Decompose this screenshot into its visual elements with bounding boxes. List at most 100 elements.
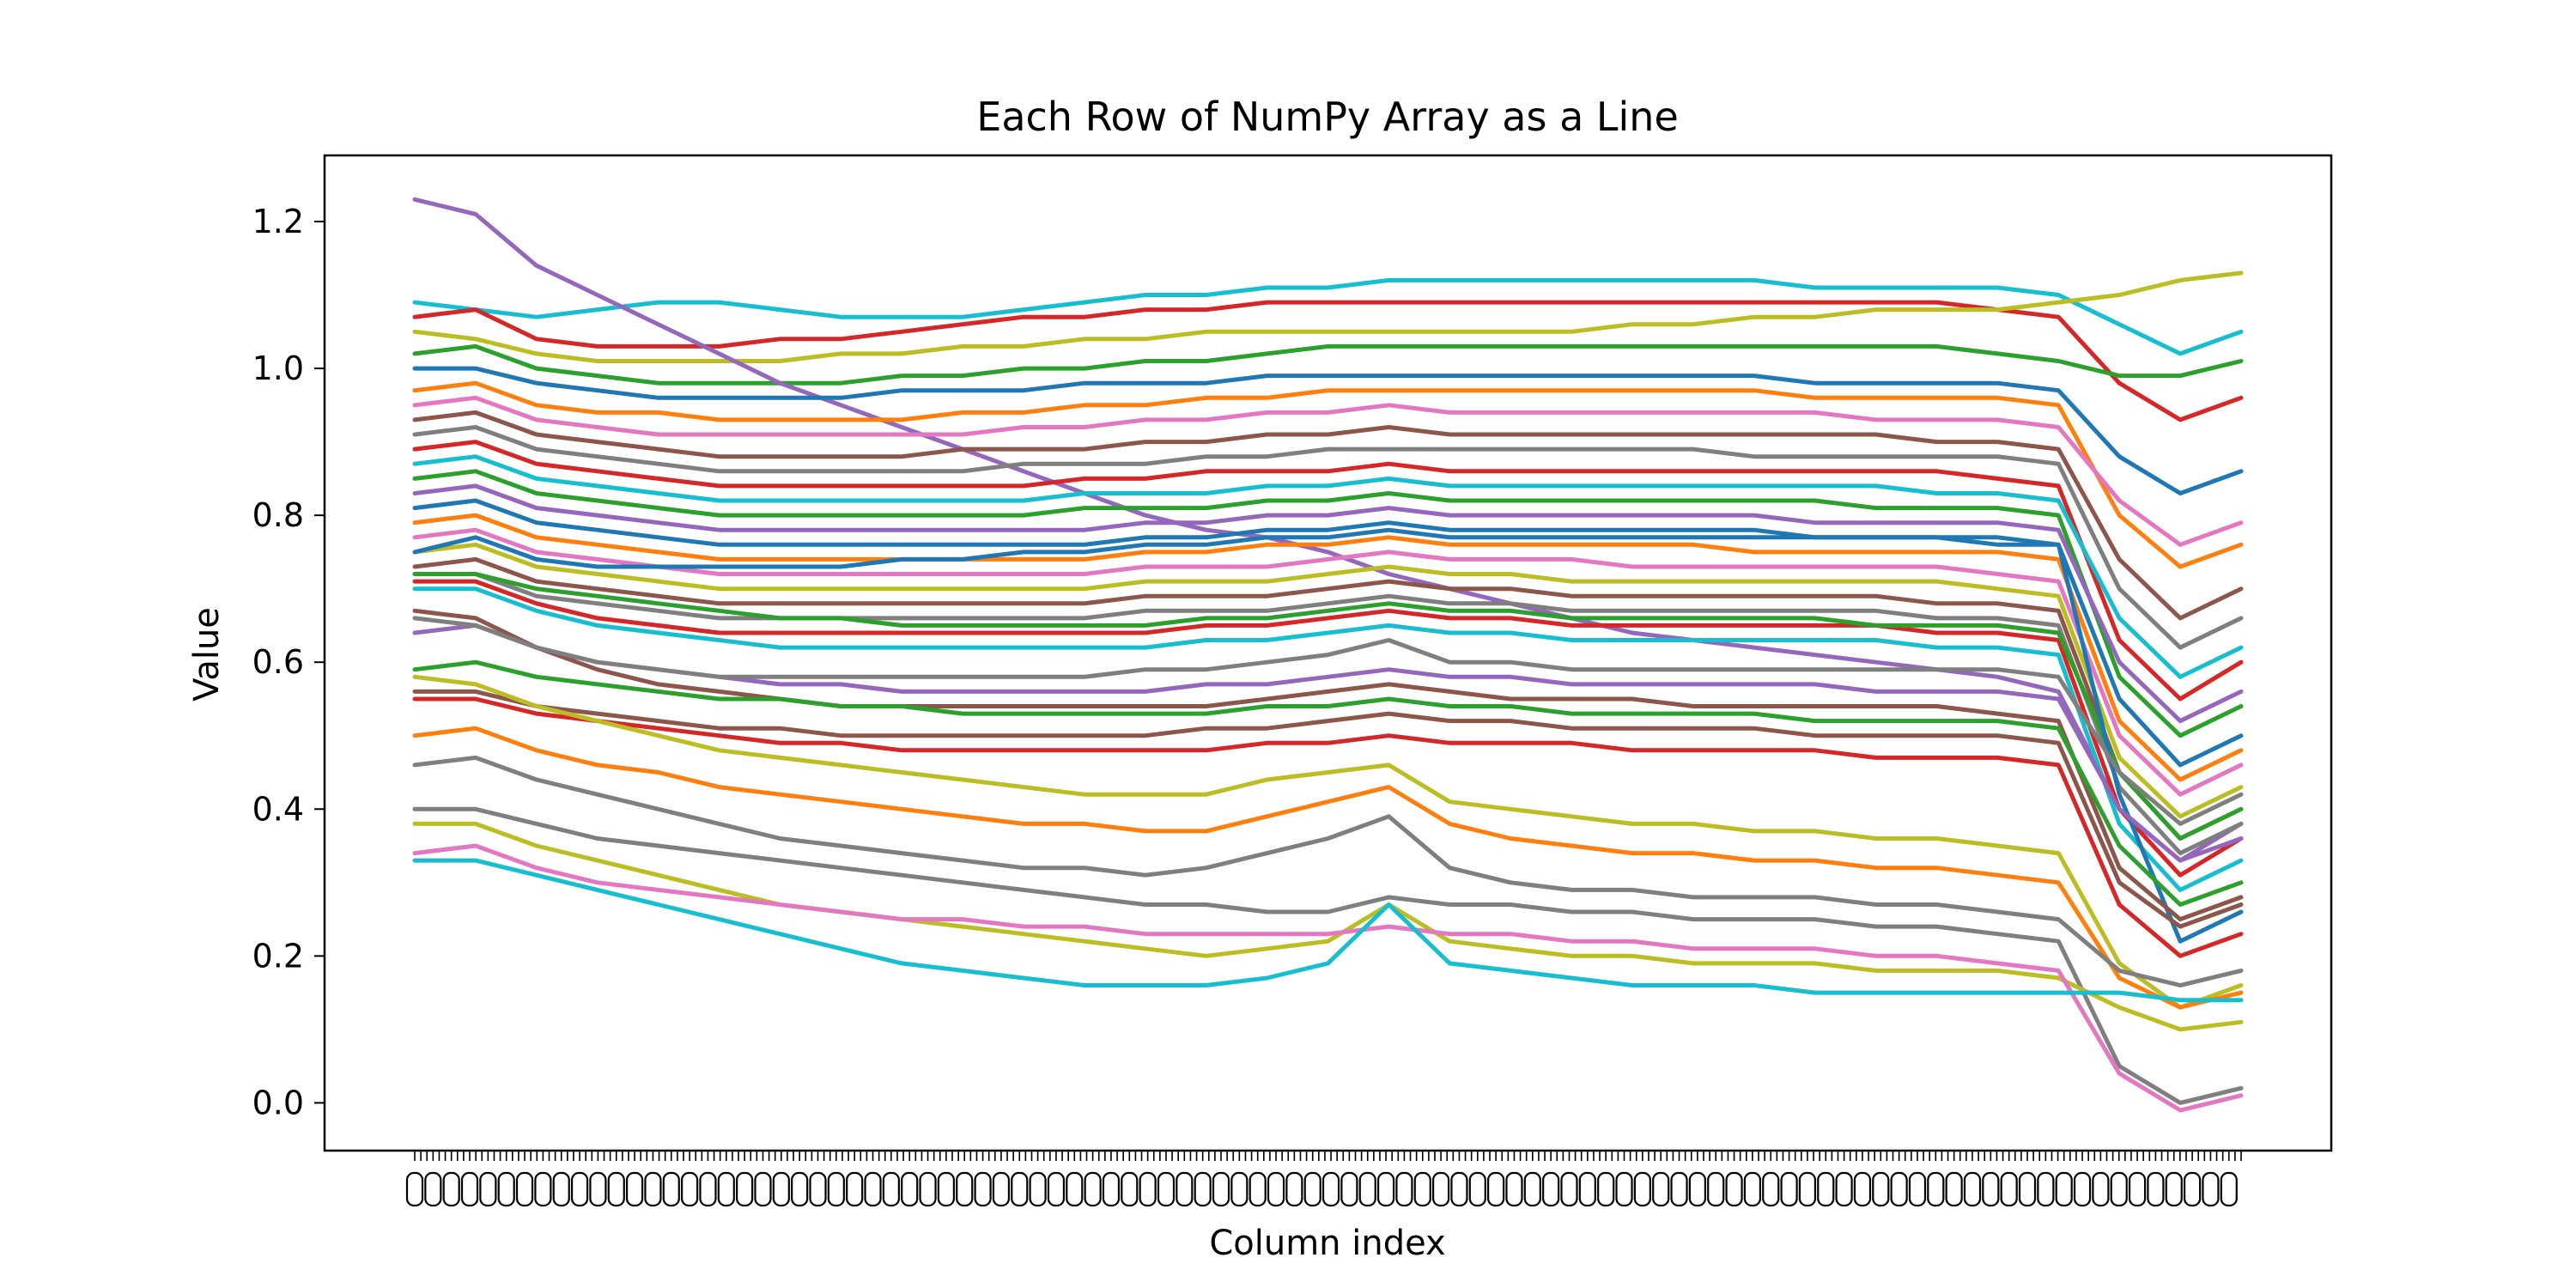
series-line-13 <box>412 483 2244 724</box>
x-tick-label-glyph <box>479 1171 497 1207</box>
series-lines <box>412 197 2244 1113</box>
series-line-35 <box>412 843 2244 1113</box>
x-tick-label-glyph <box>1835 1171 1853 1207</box>
x-tick-label-glyph <box>1139 1171 1157 1207</box>
series-line-26 <box>412 616 2244 826</box>
x-tick-label-glyph <box>662 1171 680 1207</box>
x-tick-label-glyph <box>1798 1171 1817 1207</box>
x-tick-label-glyph <box>1468 1171 1486 1207</box>
x-tick-label-glyph <box>1725 1171 1743 1207</box>
x-tick-label-glyph <box>2128 1171 2147 1207</box>
series-line-27 <box>412 659 2244 907</box>
x-tick-label-glyph <box>1157 1171 1176 1207</box>
x-tick-label-glyph <box>1487 1171 1505 1207</box>
plot-frame <box>323 154 2333 1152</box>
y-tick-label: 0.8 <box>252 496 304 534</box>
y-tick-label: 0.0 <box>252 1084 304 1121</box>
series-line-6 <box>412 380 2244 569</box>
x-tick-label-glyph <box>1450 1171 1468 1207</box>
series-line-12 <box>412 469 2244 738</box>
x-tick-label-glyph <box>919 1171 937 1207</box>
x-axis-title: Column index <box>1209 1224 1445 1263</box>
x-tick-label-glyph <box>681 1171 699 1207</box>
x-tick-label-glyph <box>1707 1171 1725 1207</box>
series-line-11 <box>412 454 2244 679</box>
series-line-8 <box>412 410 2244 621</box>
x-tick-label-glyph <box>1230 1171 1249 1207</box>
series-line-21 <box>412 586 2244 892</box>
x-tick-label-glyph <box>1432 1171 1450 1207</box>
y-tick-label: 0.4 <box>252 790 304 828</box>
series-line-19 <box>412 572 2244 856</box>
series-line-23 <box>412 527 2244 944</box>
x-tick-label-glyph <box>2073 1171 2092 1207</box>
series-line-29 <box>412 696 2244 958</box>
x-tick-label-glyph <box>1982 1171 2000 1207</box>
x-tick-label-glyph <box>1176 1171 1194 1207</box>
series-line-2 <box>412 270 2244 363</box>
x-tick-label-glyph <box>1358 1171 1376 1207</box>
x-tick-label-glyph <box>1688 1171 1706 1207</box>
x-tick-label-glyph <box>1194 1171 1212 1207</box>
x-tick-label-glyph <box>1066 1171 1084 1207</box>
series-line-25 <box>412 608 2244 922</box>
x-tick-label-glyph <box>2202 1171 2220 1207</box>
x-tick-label-glyph <box>1340 1171 1358 1207</box>
series-line-30 <box>412 674 2244 1010</box>
x-tick-label-glyph <box>1578 1171 1596 1207</box>
x-tick-label-glyph <box>791 1171 809 1207</box>
series-line-33 <box>412 806 2244 1105</box>
series-line-20 <box>412 579 2244 878</box>
series-line-28 <box>412 689 2244 929</box>
x-tick-label-glyph <box>2055 1171 2073 1207</box>
x-tick-label-glyph <box>460 1171 479 1207</box>
series-line-34 <box>412 821 2244 1032</box>
x-tick-label-glyph <box>937 1171 955 1207</box>
series-line-5 <box>412 366 2244 495</box>
x-tick-label-glyph <box>1853 1171 1872 1207</box>
y-tick-label: 0.2 <box>252 937 304 975</box>
x-tick-label-glyph <box>570 1171 589 1207</box>
x-tick-label-glyph <box>2092 1171 2110 1207</box>
x-tick-label-glyph <box>1652 1171 1670 1207</box>
x-tick-label-glyph <box>901 1171 919 1207</box>
x-tick-label-glyph <box>772 1171 790 1207</box>
x-tick-label-glyph <box>1212 1171 1230 1207</box>
x-tick-label-glyph <box>1121 1171 1139 1207</box>
x-tick-label-glyph <box>1817 1171 1835 1207</box>
x-tick-label-glyph <box>1413 1171 1431 1207</box>
series-line-7 <box>412 395 2244 547</box>
y-tick-label: 1.0 <box>252 349 304 387</box>
series-line-0 <box>412 277 2244 356</box>
x-tick-label-glyph <box>1633 1171 1651 1207</box>
x-tick-label-glyph <box>1597 1171 1615 1207</box>
series-line-10 <box>412 440 2244 702</box>
x-tick-label-glyph <box>1523 1171 1541 1207</box>
series-line-36 <box>412 858 2244 1003</box>
x-tick-label-glyph <box>1670 1171 1688 1207</box>
x-tick-label-glyph <box>1395 1171 1413 1207</box>
x-tick-label-glyph <box>2000 1171 2018 1207</box>
series-line-15 <box>412 513 2244 782</box>
x-tick-label-glyph <box>405 1171 424 1207</box>
x-tick-label-glyph <box>717 1171 735 1207</box>
x-tick-label-glyph <box>1084 1171 1102 1207</box>
y-axis-title: Value <box>187 607 227 702</box>
x-tick-label-glyph <box>2110 1171 2128 1207</box>
x-tick-label-glyph <box>497 1171 515 1207</box>
x-tick-label-glyph <box>754 1171 772 1207</box>
x-tick-label-glyph <box>607 1171 625 1207</box>
x-tick-label-glyph <box>1267 1171 1285 1207</box>
x-tick-label-glyph <box>1542 1171 1560 1207</box>
x-tick-label-glyph <box>1890 1171 1908 1207</box>
x-tick-label-glyph <box>2220 1171 2238 1207</box>
x-tick-label-glyph <box>625 1171 644 1207</box>
x-tick-labels-overlapped <box>405 1171 2238 1207</box>
x-tick-label-glyph <box>1908 1171 1927 1207</box>
series-line-31 <box>412 726 2244 1010</box>
x-tick-label-glyph <box>2018 1171 2037 1207</box>
x-tick-label-glyph <box>1963 1171 1982 1207</box>
x-tick-label-glyph <box>1321 1171 1340 1207</box>
x-tick-label-glyph <box>2183 1171 2202 1207</box>
x-tick-label-glyph <box>1011 1171 1029 1207</box>
